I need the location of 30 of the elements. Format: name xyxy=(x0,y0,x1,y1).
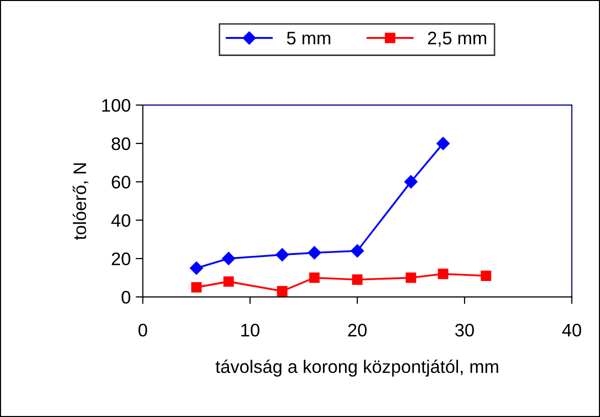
point xyxy=(191,282,202,293)
y-tick-label: 100 xyxy=(102,99,130,112)
x-tick-label: 30 xyxy=(455,324,474,337)
point xyxy=(436,136,450,150)
point xyxy=(480,270,492,282)
point xyxy=(308,246,321,260)
point xyxy=(277,286,288,296)
x-tick-label: 0 xyxy=(138,324,148,337)
point xyxy=(309,272,320,283)
y-tick-label: 0 xyxy=(122,290,130,304)
y-tick-label: 20 xyxy=(112,252,130,266)
point xyxy=(350,244,364,258)
x-tick-label: 10 xyxy=(241,324,260,337)
legend-label: 2,5 mm xyxy=(428,32,486,47)
y-axis-title: tolóerő, N xyxy=(72,163,88,240)
point xyxy=(438,268,448,280)
y-tick-label: 60 xyxy=(112,176,130,189)
point xyxy=(406,272,416,283)
point xyxy=(222,252,236,266)
point xyxy=(190,262,204,275)
x-axis-title: távolság a korong központjától, mm xyxy=(216,360,498,377)
x-tick-label: 40 xyxy=(562,324,582,337)
legend-label: 5 mm xyxy=(287,32,330,44)
point xyxy=(352,274,363,285)
y-tick-label: 40 xyxy=(111,214,130,227)
point xyxy=(404,175,418,188)
point xyxy=(276,248,289,262)
y-tick-label: 80 xyxy=(112,137,130,150)
point xyxy=(223,276,234,287)
x-tick-label: 20 xyxy=(348,324,367,337)
